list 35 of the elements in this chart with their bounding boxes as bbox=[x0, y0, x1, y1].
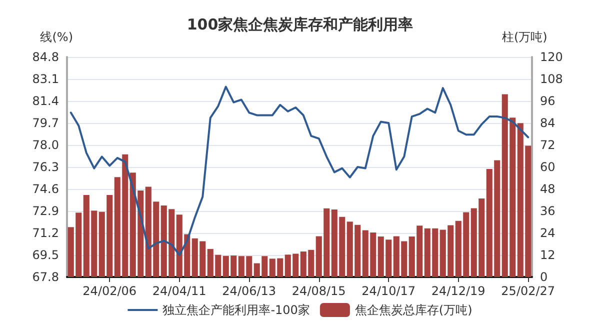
y-tick-label: 79.7 bbox=[32, 116, 59, 130]
y2-tick-label: 60 bbox=[540, 160, 556, 174]
y-tick-label: 78.0 bbox=[32, 138, 59, 152]
y-tick-label: 76.3 bbox=[32, 160, 59, 174]
x-tick-label: 24/08/15 bbox=[292, 284, 346, 298]
y2-tick-label: 0 bbox=[540, 270, 548, 284]
y2-tick-label: 36 bbox=[540, 204, 556, 218]
x-tick-label: 24/02/06 bbox=[82, 284, 137, 298]
y2-axis-title: 柱(万吨) bbox=[502, 30, 548, 44]
line-series bbox=[70, 86, 530, 256]
y2-tick-label: 72 bbox=[540, 138, 556, 152]
y-tick-label: 69.5 bbox=[32, 248, 59, 262]
y-tick-label: 84.8 bbox=[32, 50, 59, 64]
legend-label: 独立焦企产能利用率-100家 bbox=[162, 303, 310, 317]
x-tick-label: 24/12/19 bbox=[431, 284, 486, 298]
y2-tick-label: 84 bbox=[540, 116, 556, 130]
x-tick-label: 25/02/27 bbox=[501, 284, 556, 298]
y-tick-label: 72.9 bbox=[32, 204, 59, 218]
y-tick-label: 81.4 bbox=[32, 94, 59, 108]
x-tick-label: 24/04/11 bbox=[152, 284, 206, 298]
x-tick-label: 24/10/17 bbox=[362, 284, 416, 298]
y-tick-label: 74.6 bbox=[32, 182, 59, 196]
y2-tick-label: 96 bbox=[540, 94, 556, 108]
y2-tick-label: 48 bbox=[540, 182, 556, 196]
y2-tick-label: 24 bbox=[540, 226, 556, 240]
y2-tick-label: 12 bbox=[540, 248, 556, 262]
y-tick-label: 83.1 bbox=[32, 72, 59, 86]
chart-title: 100家焦企焦炭库存和产能利用率 bbox=[186, 16, 414, 34]
y-tick-label: 67.8 bbox=[32, 270, 59, 284]
y-tick-label: 71.2 bbox=[32, 226, 59, 240]
legend-label: 焦企焦炭总库存(万吨) bbox=[354, 303, 472, 317]
y2-tick-label: 108 bbox=[540, 72, 563, 86]
y2-tick-label: 120 bbox=[540, 50, 563, 64]
y-axis-title: 线(%) bbox=[40, 30, 73, 44]
x-tick-label: 24/06/13 bbox=[222, 284, 276, 298]
